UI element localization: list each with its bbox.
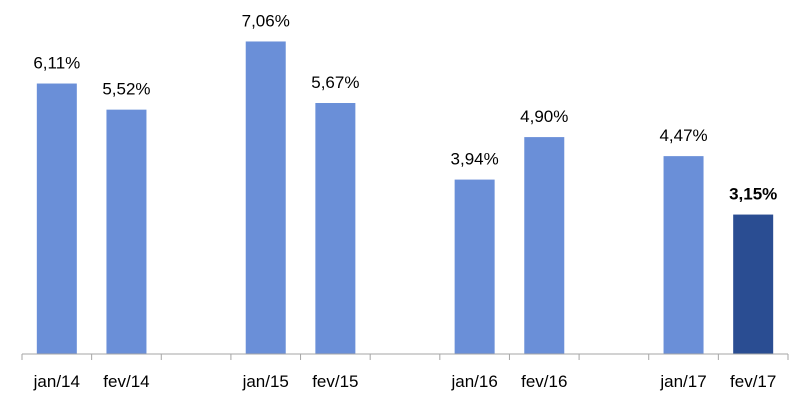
x-tick-label: jan/15 bbox=[242, 372, 289, 391]
data-label: 5,52% bbox=[102, 80, 150, 99]
x-tick-label: fev/15 bbox=[312, 372, 358, 391]
bar bbox=[245, 41, 286, 355]
data-label: 3,15% bbox=[729, 185, 777, 204]
bar bbox=[106, 109, 147, 354]
x-tick-labels-group: jan/14 fev/14 jan/15 fev/15 jan/16 fev/16 jan/… bbox=[33, 372, 777, 391]
data-labels-group: 6,11% 5,52% 7,06% 5,67% 3,94% 4,90% 4,47% 3,15% bbox=[33, 11, 777, 203]
x-tick-label: fev/14 bbox=[103, 372, 149, 391]
bar bbox=[315, 103, 356, 355]
data-label: 6,11% bbox=[33, 54, 80, 73]
data-label: 4,90% bbox=[520, 107, 568, 126]
x-tick-label: fev/17 bbox=[730, 372, 776, 391]
bar bbox=[663, 156, 704, 354]
data-label: 7,06% bbox=[242, 11, 290, 30]
bar bbox=[36, 83, 77, 354]
x-tick-label: jan/16 bbox=[450, 372, 497, 391]
bar bbox=[454, 179, 495, 354]
x-tick-label: jan/17 bbox=[659, 372, 706, 391]
x-tick-label: jan/14 bbox=[33, 372, 80, 391]
bar bbox=[733, 214, 774, 354]
x-tick-label: fev/16 bbox=[521, 372, 567, 391]
data-label: 3,94% bbox=[451, 150, 499, 169]
data-label: 4,47% bbox=[659, 126, 707, 145]
data-label: 5,67% bbox=[311, 73, 359, 92]
bars-group bbox=[36, 41, 774, 355]
x-ticks-group bbox=[21, 354, 789, 360]
bar bbox=[524, 137, 565, 354]
